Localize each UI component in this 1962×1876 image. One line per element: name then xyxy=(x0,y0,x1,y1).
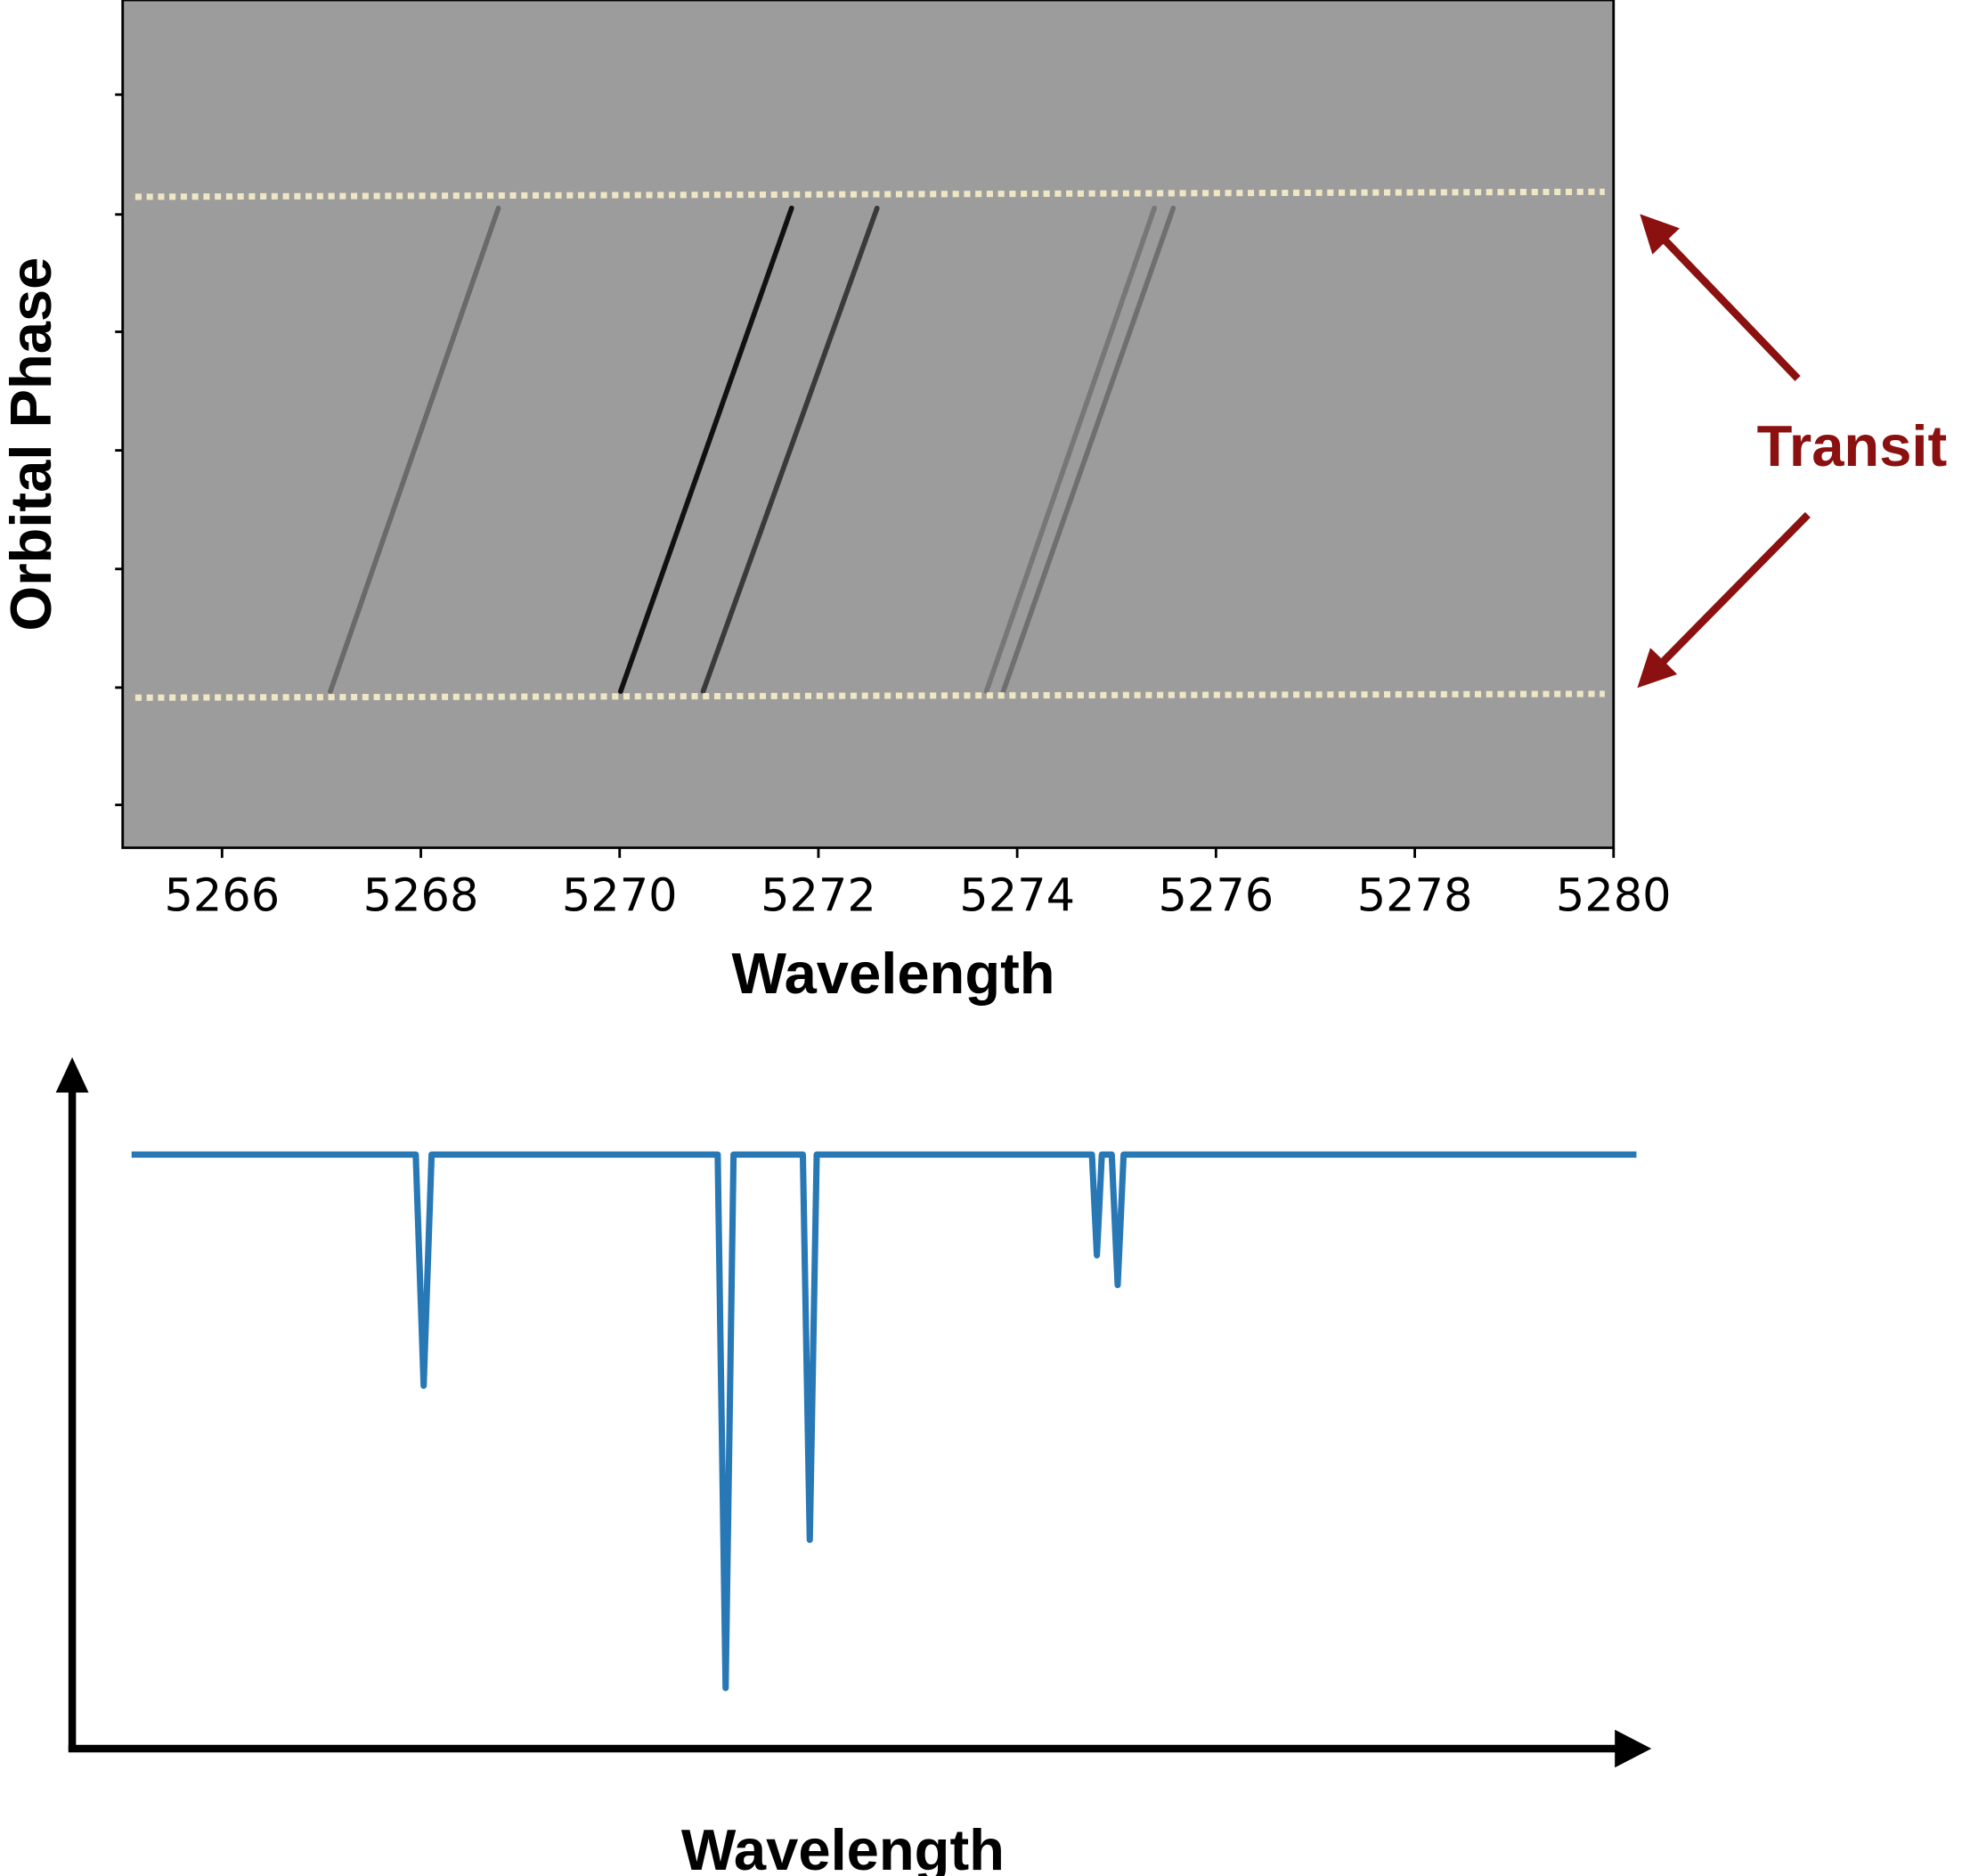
arrowhead xyxy=(1615,1729,1652,1768)
trail xyxy=(328,205,501,694)
x-axis-label: Wavelength xyxy=(681,1817,1005,1876)
bottom-chart: Wavelength xyxy=(55,1056,1652,1876)
x-tick-label: 5266 xyxy=(164,869,280,922)
arrow xyxy=(1640,214,1801,381)
annotation: Transit xyxy=(1757,413,1948,478)
x-axis-label: Wavelength xyxy=(732,941,1055,1006)
arrowhead xyxy=(55,1056,89,1093)
plot-frame xyxy=(121,0,1616,850)
trail xyxy=(983,205,1157,694)
trail xyxy=(618,205,794,694)
spectrum-line xyxy=(131,1151,1637,1692)
trail xyxy=(1000,205,1176,694)
top-chart: Orbital Phase Wavelength Transit xyxy=(0,0,1947,1006)
x-tick-label: 5270 xyxy=(562,869,678,922)
x-tick-label: 5276 xyxy=(1158,869,1274,922)
x-tick-label: 5280 xyxy=(1556,869,1672,922)
plot-background xyxy=(122,0,1614,848)
x-tick-label: 5274 xyxy=(959,869,1075,922)
x-tick-label: 5268 xyxy=(363,869,479,922)
trails xyxy=(328,205,1176,694)
y-axis-label: Orbital Phase xyxy=(0,257,63,632)
y-ticks xyxy=(115,93,123,806)
x-tick-label: 5278 xyxy=(1357,869,1473,922)
x-tick-label: 5272 xyxy=(761,869,876,922)
arrow xyxy=(1637,511,1811,689)
trail xyxy=(700,205,880,694)
